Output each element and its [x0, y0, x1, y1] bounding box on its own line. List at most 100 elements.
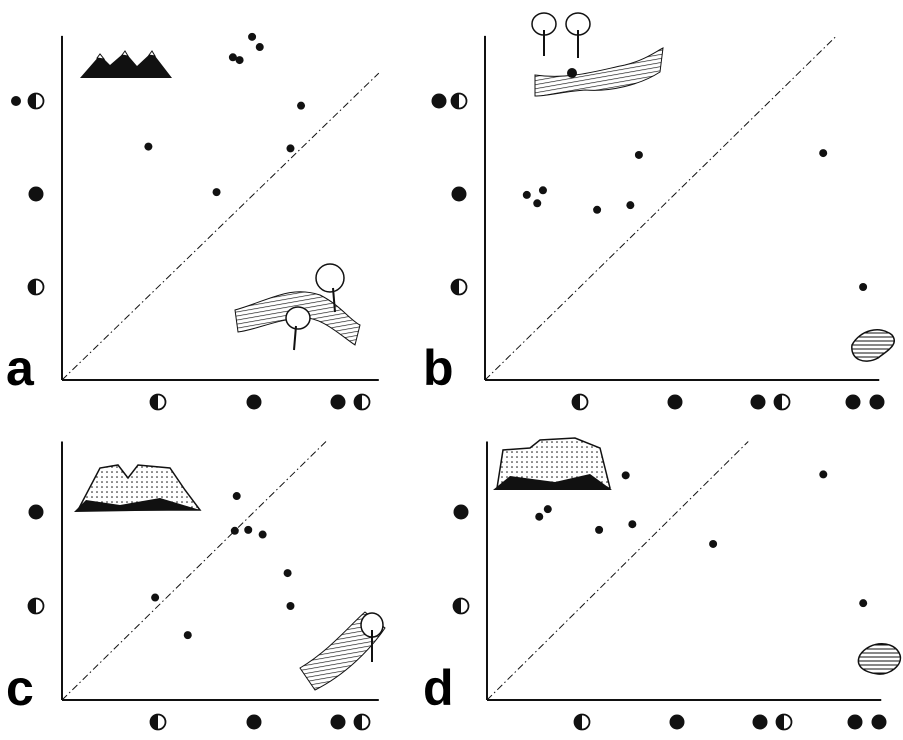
point [709, 539, 718, 548]
x-tick-symbol [246, 394, 262, 410]
symbol [354, 714, 362, 730]
panel: b [423, 35, 885, 411]
point [522, 190, 531, 199]
y-tick-symbol [28, 504, 44, 520]
panel-label: a [6, 340, 35, 396]
x-tick-symbol [845, 394, 885, 410]
point [144, 142, 153, 151]
symbol [246, 394, 262, 410]
point [244, 525, 253, 534]
symbol [453, 504, 469, 520]
symbol [150, 394, 158, 410]
y-tick-symbol [450, 278, 468, 296]
symbol [246, 714, 262, 730]
x-tick-symbol [750, 393, 791, 411]
diagonal [61, 441, 327, 701]
diagonal [486, 441, 749, 701]
point [819, 470, 828, 479]
symbol [572, 394, 580, 410]
symbol [330, 394, 346, 410]
symbol [869, 394, 885, 410]
trees-river-icon [531, 12, 664, 97]
point [212, 188, 221, 197]
symbol [776, 714, 784, 730]
mountains-icon [80, 50, 172, 78]
point [235, 56, 244, 65]
point [151, 593, 160, 602]
x-tick-symbol [330, 713, 371, 731]
x-tick-symbol [669, 714, 685, 730]
river-tree-icon [299, 611, 386, 691]
symbol [871, 714, 887, 730]
x-tick-symbol [246, 714, 262, 730]
symbol [845, 394, 861, 410]
symbol [28, 504, 44, 520]
point [533, 199, 542, 208]
point [595, 525, 604, 534]
y-tick-symbol [431, 92, 468, 110]
point [538, 186, 547, 195]
y-tick-symbol [453, 504, 469, 520]
symbol [28, 93, 36, 109]
symbol [28, 186, 44, 202]
point [183, 631, 192, 640]
x-tick-symbol [330, 393, 371, 411]
symbol [28, 279, 36, 295]
point [297, 101, 306, 110]
y-tick-symbol [27, 278, 45, 296]
symbol [847, 714, 863, 730]
symbol [453, 598, 461, 614]
river-trees-icon [234, 263, 361, 351]
x-tick-symbol [149, 393, 167, 411]
point [228, 53, 237, 62]
panel-label: c [6, 660, 34, 716]
diagonal [484, 35, 837, 381]
point [593, 205, 602, 214]
symbol [752, 714, 768, 730]
diagonal [61, 72, 380, 381]
symbol [431, 93, 447, 109]
lake-icon [857, 643, 902, 675]
x-tick-symbol [752, 713, 793, 731]
symbol [150, 714, 158, 730]
point [634, 150, 643, 159]
symbol [574, 714, 582, 730]
plateau-icon [493, 437, 612, 490]
x-tick-symbol [667, 394, 683, 410]
point [859, 283, 868, 291]
symbol [28, 598, 36, 614]
lake-icon [851, 329, 895, 362]
point [258, 530, 267, 539]
plateau-icon [74, 464, 202, 512]
symbol [451, 186, 467, 202]
symbol [451, 93, 459, 109]
point [283, 569, 292, 578]
y-tick-symbol [28, 186, 44, 202]
point [286, 144, 295, 153]
x-tick-symbol [573, 713, 591, 731]
y-tick-symbol [11, 92, 45, 110]
x-tick-symbol [149, 713, 167, 731]
panel: d [423, 441, 887, 731]
point [230, 526, 239, 535]
point [286, 602, 295, 610]
symbol [330, 714, 346, 730]
x-tick-symbol [847, 714, 887, 730]
point [232, 492, 241, 501]
symbol [774, 394, 782, 410]
symbol [354, 394, 362, 410]
point [626, 201, 635, 210]
panel-label: b [423, 340, 454, 396]
point [255, 43, 264, 52]
point [621, 471, 630, 480]
x-tick-symbol [571, 393, 589, 411]
symbol [451, 279, 459, 295]
point [859, 599, 868, 608]
panel: a [6, 32, 380, 411]
y-tick-symbol [452, 597, 470, 615]
point [628, 520, 637, 529]
point [535, 512, 544, 521]
symbol [11, 96, 21, 106]
y-tick-symbol [451, 186, 467, 202]
